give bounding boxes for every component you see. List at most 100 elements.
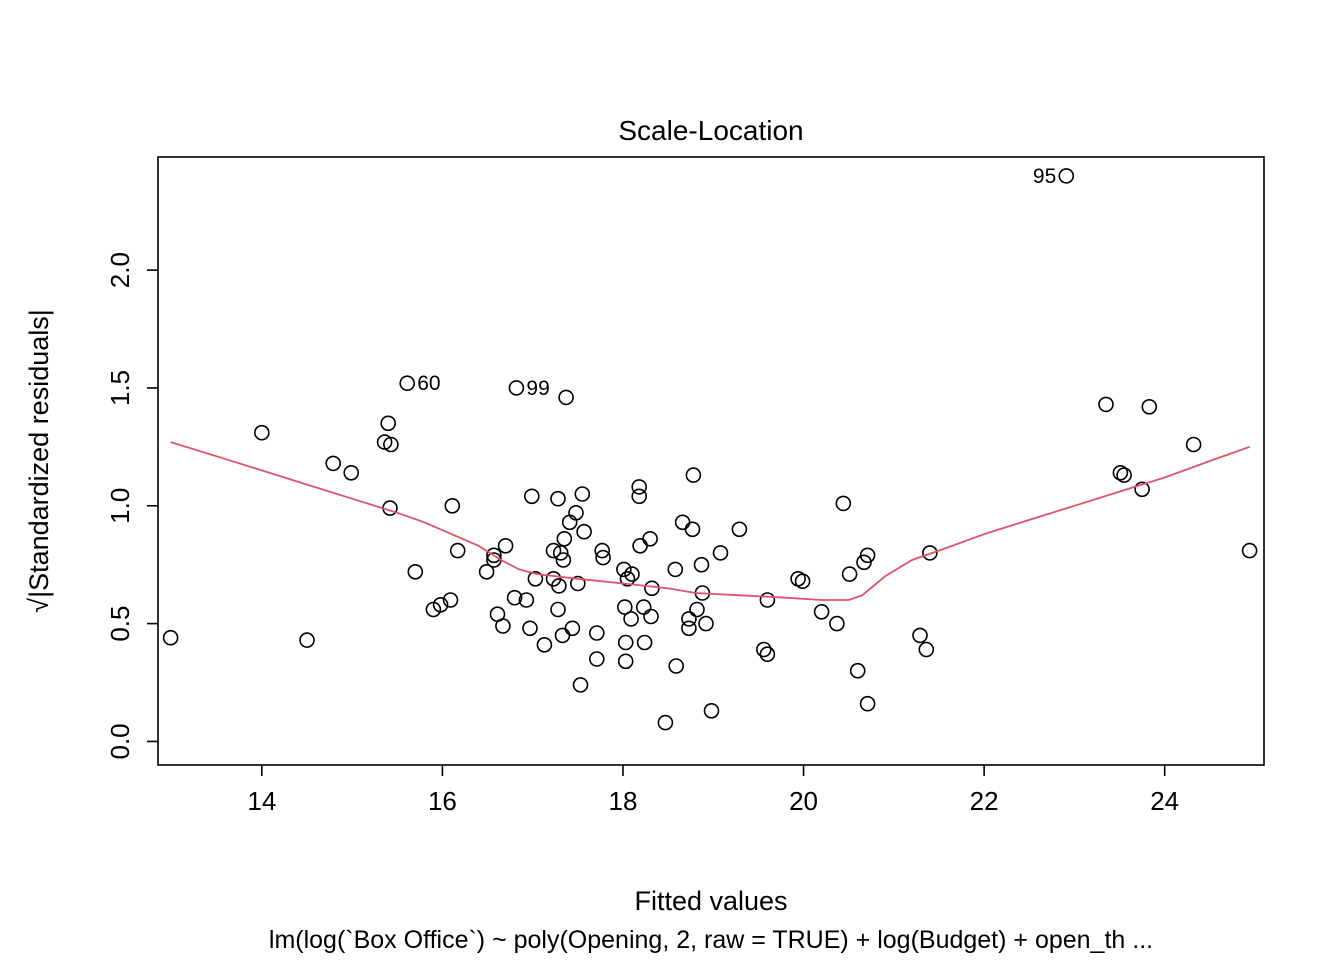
data-point bbox=[442, 592, 459, 608]
data-point bbox=[572, 677, 589, 693]
data-point bbox=[693, 556, 710, 573]
x-axis: 14 16 18 20 22 24 bbox=[247, 765, 1179, 816]
data-point bbox=[794, 573, 811, 590]
data-point bbox=[643, 608, 659, 625]
x-axis-title: Fitted values bbox=[634, 886, 787, 916]
data-point bbox=[759, 592, 776, 608]
data-point bbox=[1241, 542, 1258, 559]
y-tick-label: 2.0 bbox=[105, 252, 135, 288]
data-point bbox=[657, 714, 674, 731]
data-point bbox=[755, 641, 772, 658]
data-point bbox=[619, 570, 636, 587]
data-point bbox=[813, 603, 830, 620]
data-point bbox=[568, 504, 584, 521]
data-point bbox=[849, 662, 866, 679]
data-point bbox=[556, 530, 573, 547]
data-points bbox=[162, 168, 1258, 731]
data-point bbox=[668, 658, 685, 674]
smooth-line-group bbox=[170, 441, 1250, 601]
y-tick-label: 0.0 bbox=[105, 723, 135, 759]
data-point bbox=[623, 611, 639, 627]
chart-subtitle: lm(log(`Box Office`) ~ poly(Opening, 2, … bbox=[269, 926, 1153, 954]
data-point bbox=[478, 563, 495, 580]
data-point bbox=[616, 599, 633, 615]
data-point bbox=[703, 702, 720, 719]
data-point bbox=[632, 537, 648, 554]
y-axis: 0.0 0.5 1.0 1.5 2.0 bbox=[105, 252, 158, 760]
data-point bbox=[399, 375, 416, 392]
data-point bbox=[432, 596, 449, 613]
data-point bbox=[841, 566, 858, 582]
data-point bbox=[835, 495, 852, 512]
x-tick-label: 18 bbox=[609, 786, 638, 816]
data-point bbox=[1058, 168, 1075, 184]
data-point bbox=[497, 537, 514, 554]
data-point bbox=[731, 521, 748, 538]
data-point bbox=[617, 653, 634, 670]
data-point bbox=[594, 542, 611, 559]
y-tick-label: 0.5 bbox=[105, 606, 135, 642]
x-tick-label: 14 bbox=[247, 786, 276, 816]
data-point bbox=[1116, 467, 1132, 483]
data-point bbox=[922, 545, 938, 561]
data-point bbox=[667, 561, 684, 578]
data-point bbox=[383, 436, 399, 453]
data-point bbox=[631, 488, 648, 505]
data-point bbox=[674, 514, 691, 531]
data-point bbox=[527, 570, 544, 587]
data-point bbox=[759, 646, 776, 663]
data-point bbox=[162, 629, 179, 646]
data-point bbox=[685, 467, 702, 483]
point-annotation: 60 bbox=[417, 372, 440, 395]
data-point bbox=[376, 434, 393, 450]
data-point bbox=[564, 620, 581, 637]
data-point bbox=[380, 415, 397, 432]
data-point bbox=[698, 615, 714, 632]
data-point bbox=[1098, 396, 1114, 413]
data-point bbox=[684, 521, 701, 538]
x-tick-label: 22 bbox=[970, 786, 999, 816]
x-tick-label: 16 bbox=[428, 786, 457, 816]
data-point bbox=[588, 651, 605, 667]
data-point bbox=[506, 589, 523, 606]
data-point bbox=[495, 618, 511, 634]
data-point bbox=[545, 542, 562, 559]
x-tick-label: 20 bbox=[789, 786, 818, 816]
y-tick-label: 1.5 bbox=[105, 370, 135, 406]
data-point bbox=[343, 464, 360, 481]
smooth-line bbox=[170, 441, 1250, 601]
data-point bbox=[635, 599, 652, 615]
data-point bbox=[859, 695, 876, 712]
data-point bbox=[555, 552, 572, 568]
data-point bbox=[617, 634, 634, 651]
x-tick-label: 24 bbox=[1150, 786, 1179, 816]
data-point bbox=[444, 497, 461, 514]
point-annotation: 95 bbox=[1033, 165, 1056, 188]
data-point bbox=[576, 523, 592, 540]
data-point bbox=[552, 545, 569, 561]
data-point bbox=[681, 611, 697, 627]
data-point bbox=[1134, 481, 1150, 498]
data-point bbox=[536, 636, 553, 653]
data-point bbox=[574, 486, 591, 502]
data-point bbox=[1112, 464, 1129, 481]
y-axis-title: √|Standardized residuals| bbox=[24, 309, 54, 613]
data-point bbox=[642, 530, 658, 547]
data-point bbox=[1141, 398, 1158, 415]
data-point bbox=[588, 625, 605, 641]
data-point bbox=[569, 575, 586, 592]
data-point bbox=[522, 620, 538, 637]
data-point bbox=[558, 389, 574, 406]
data-point bbox=[689, 601, 705, 618]
data-point bbox=[712, 545, 729, 561]
chart-title: Scale-Location bbox=[618, 115, 803, 146]
data-point bbox=[407, 563, 424, 580]
data-point bbox=[561, 514, 578, 531]
point-annotation: 99 bbox=[526, 377, 549, 400]
data-point bbox=[523, 488, 540, 505]
plot-frame bbox=[157, 156, 1265, 766]
data-point bbox=[1185, 436, 1202, 453]
data-point bbox=[595, 549, 611, 566]
data-point bbox=[912, 627, 928, 644]
